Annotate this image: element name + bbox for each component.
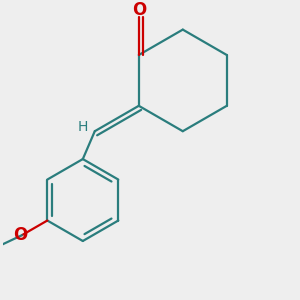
Text: O: O	[132, 1, 146, 19]
Text: H: H	[77, 120, 88, 134]
Text: O: O	[13, 226, 27, 244]
